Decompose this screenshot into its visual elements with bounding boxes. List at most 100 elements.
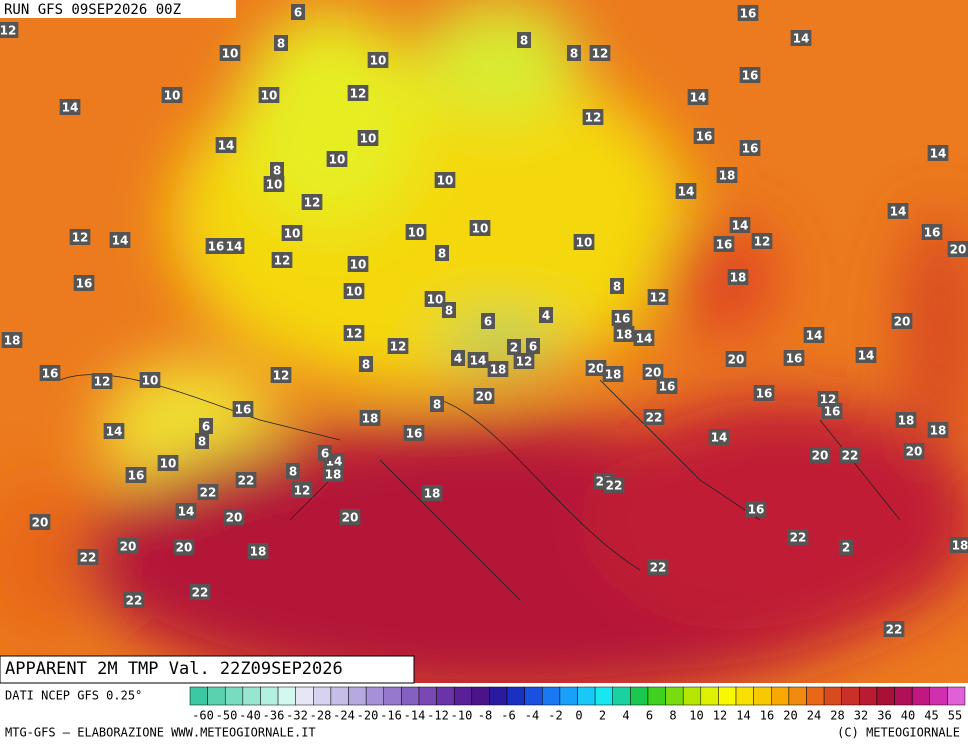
temp-value: 14 [218,139,235,153]
temp-box [424,291,446,307]
temp-box [197,484,219,500]
scale-swatch [260,686,279,706]
temp-box [949,537,968,553]
temp-label: 22 [123,592,145,608]
temp-box [359,356,373,372]
scale-swatch [401,686,420,706]
scale-label: 0 [575,709,582,723]
temp-value: 20 [906,445,923,459]
scale-swatch [189,686,208,706]
temp-box [271,252,293,268]
scale-label: -6 [501,709,515,723]
temp-box [481,313,495,329]
temp-label: 6 [291,4,305,20]
scale-label: -28 [310,709,332,723]
temp-value: 18 [490,363,507,377]
scale-swatch [682,686,702,706]
temp-box [263,176,285,192]
temp-label: 16 [737,5,759,21]
temp-label: 8 [195,433,209,449]
run-label: RUN GFS 09SEP2026 00Z [4,2,181,18]
temp-box [469,220,491,236]
temp-box [73,275,95,291]
temp-value: 20 [894,315,911,329]
temp-box [109,232,131,248]
temp-box [286,463,300,479]
scale-swatch [630,686,649,706]
temp-box [539,307,553,323]
scale-swatch [771,686,790,706]
temp-label: 10 [357,130,379,146]
temp-value: 22 [790,531,807,545]
temp-value: 12 [754,235,771,249]
temp-value: 14 [732,219,749,233]
temp-box [526,338,540,354]
scale-swatch [207,686,226,706]
temp-box [343,325,365,341]
temp-box [947,241,968,257]
temp-value: 18 [362,412,379,426]
temp-label: 20 [947,241,968,257]
temp-box [895,412,917,428]
scale-label: 8 [669,709,676,723]
temp-label: 16 [73,275,95,291]
temp-value: 10 [266,178,283,192]
temp-box [713,236,735,252]
scale-swatch [718,686,737,706]
temp-box [753,385,775,401]
temp-box [318,445,332,461]
temp-label: 18 [421,485,443,501]
temp-value: 16 [756,387,773,401]
temp-label: 20 [339,509,361,525]
temp-value: 22 [886,623,903,637]
temp-box [745,501,767,517]
temp-box [0,22,19,38]
temp-label: 16 [821,403,843,419]
temp-box [473,388,495,404]
temp-label: 14 [109,232,131,248]
temp-label: 16 [656,378,678,394]
temp-value: 22 [238,474,255,488]
temp-label: 10 [281,225,303,241]
temp-box [927,422,949,438]
temp-box [59,99,81,115]
scale-swatch [313,686,332,706]
temp-value: 16 [924,226,941,240]
temp-box [69,229,91,245]
temp-value: 16 [696,130,713,144]
temp-box [205,238,227,254]
temp-value: 16 [824,405,841,419]
temp-label: 10 [139,372,161,388]
temp-box [387,338,409,354]
temp-label: 18 [716,167,738,183]
temp-box [343,283,365,299]
scale-label: 10 [689,709,703,723]
temp-value: 10 [261,89,278,103]
temp-box [291,4,305,20]
temp-box [675,183,697,199]
temp-box [247,543,269,559]
temp-box [117,538,139,554]
temp-value: 10 [370,54,387,68]
temp-value: 20 [120,540,137,554]
temp-label: 14 [467,352,489,368]
temp-value: 16 [716,238,733,252]
temp-value: 14 [62,101,79,115]
temp-label: 12 [387,338,409,354]
temp-value: 14 [711,431,728,445]
scale-label: -12 [427,709,449,723]
temp-label: 20 [585,360,607,376]
scale-label: 12 [713,709,727,723]
temp-value: 8 [289,465,297,479]
temp-value: 4 [454,352,462,366]
temp-label: 16 [739,140,761,156]
temp-box [573,234,595,250]
scale-label: 16 [760,709,774,723]
temp-label: 16 [39,365,61,381]
temp-label: 14 [633,330,655,346]
scale-swatch [947,686,966,706]
scale-swatch [559,686,578,706]
temp-label: 8 [430,396,444,412]
scale-swatch [594,686,613,706]
